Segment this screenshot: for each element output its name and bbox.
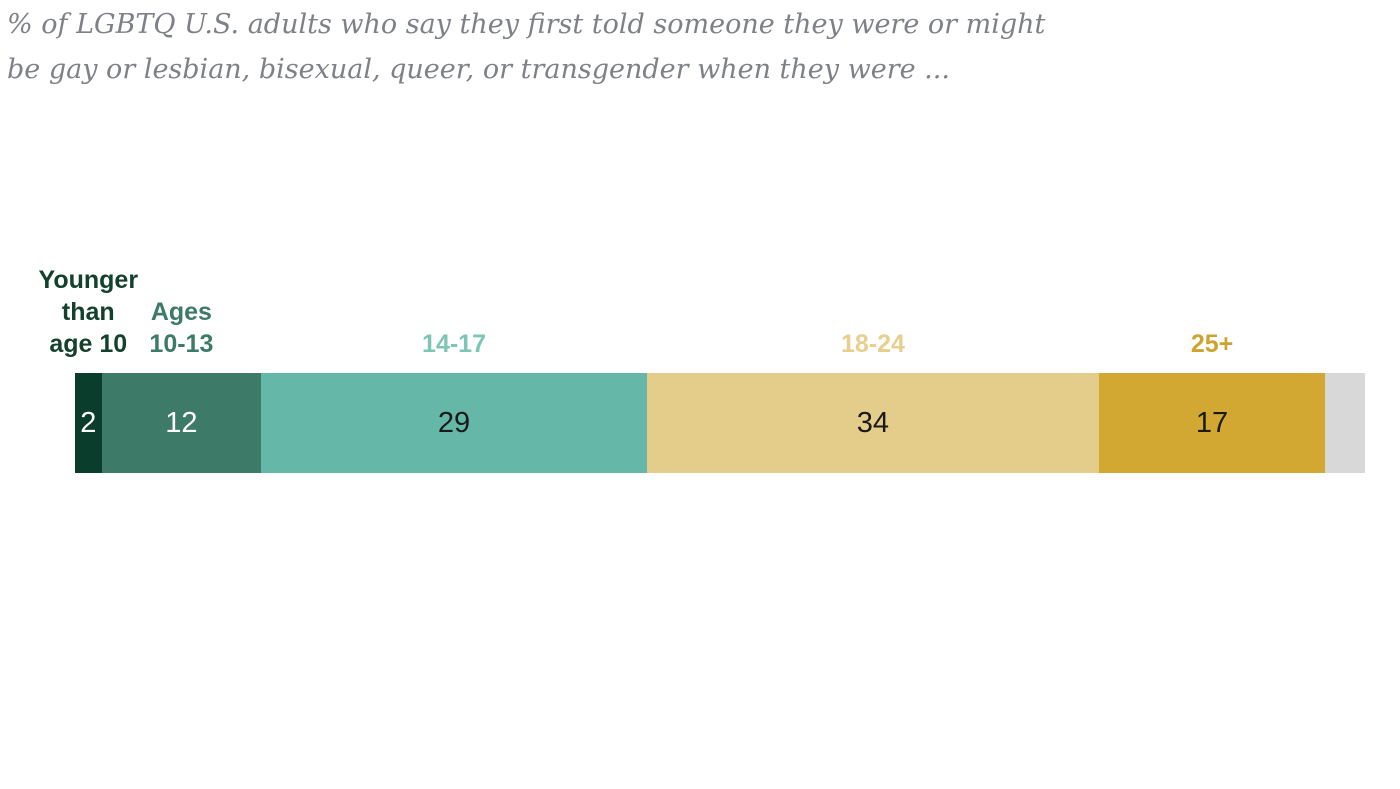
category-label: 18-24 [840,330,905,358]
segment-value: 12 [165,406,198,439]
bar-segment: 17 [1098,373,1326,473]
segment-value: 2 [80,406,97,439]
chart-subtitle-line-2: be gay or lesbian, bisexual, queer, or t… [7,54,950,85]
segment-value: 29 [437,406,471,439]
bar-segment: 29 [261,373,647,473]
bar-segment: 2 [75,373,102,473]
bar-segment [1325,373,1365,473]
stacked-bar-chart: Younger than age 10 Ages 10-13 14-17 18-24 2… [39,260,1365,473]
category-label: Ages 10-13 [149,298,214,358]
category-labels: Younger than age 10 Ages 10-13 14-17 18-24 2… [39,260,1365,360]
bar-segment: 12 [101,373,262,473]
bar-segment: 34 [646,373,1099,473]
category-label: 14-17 [422,330,486,358]
segment-value: 17 [1195,406,1229,439]
segment-value: 34 [856,406,890,439]
stacked-bar: 2 12 29 34 17 [75,373,1365,473]
chart-subtitle: % of LGBTQ U.S. adults who say they firs… [7,2,1045,92]
category-label: Younger than age 10 [38,266,139,358]
chart-subtitle-line-1: % of LGBTQ U.S. adults who say they firs… [7,9,1046,40]
category-label: 25+ [1190,330,1234,358]
